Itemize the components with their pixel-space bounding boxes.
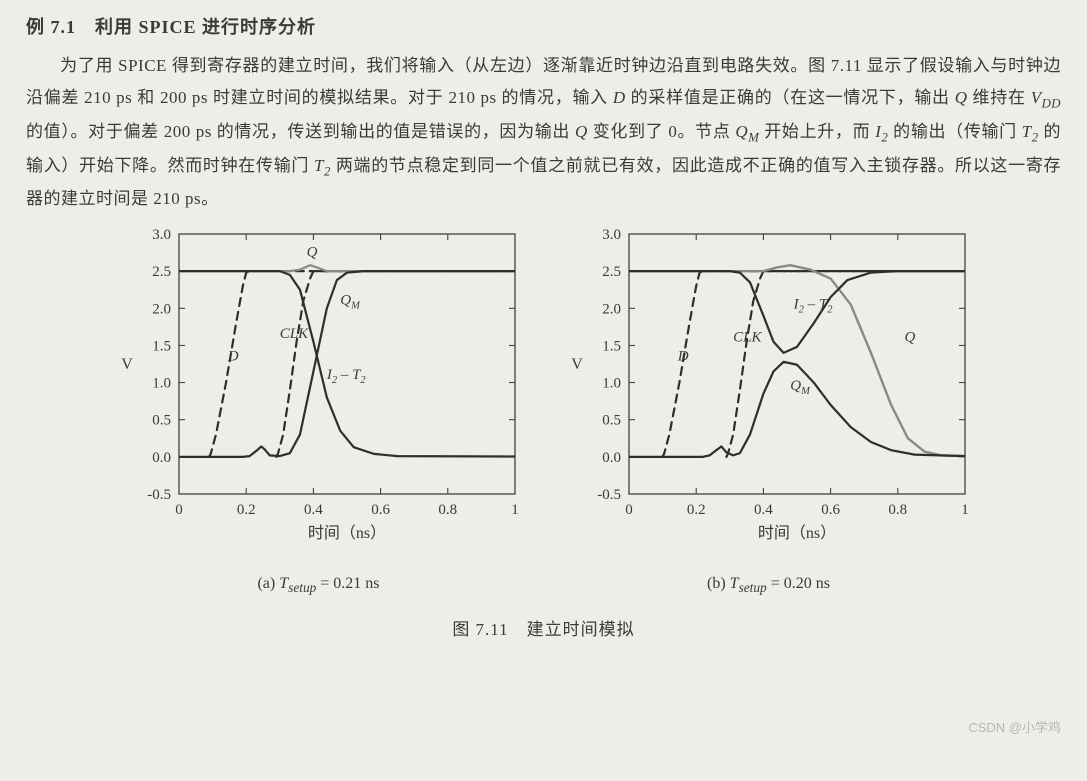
svg-text:1: 1 bbox=[511, 502, 519, 518]
svg-text:QM: QM bbox=[340, 292, 361, 311]
subfigure-a: -0.5 0.0 0.5 1.0 1.5 2.0 2.5 3.0 0 0.2 0.4 0.6 0.8 1 时… bbox=[109, 222, 529, 601]
svg-text:3.0: 3.0 bbox=[602, 227, 621, 243]
svg-text:CLK: CLK bbox=[279, 326, 308, 342]
svg-text:0.6: 0.6 bbox=[821, 502, 840, 518]
svg-text:2.0: 2.0 bbox=[602, 301, 621, 317]
svg-text:1.5: 1.5 bbox=[602, 338, 621, 354]
example-heading: 例 7.1 利用 SPICE 进行时序分析 bbox=[26, 10, 1061, 44]
svg-text:Q: Q bbox=[306, 244, 317, 260]
svg-text:Q: Q bbox=[904, 329, 915, 345]
body-paragraph: 为了用 SPICE 得到寄存器的建立时间，我们将输入（从左边）逐渐靠近时钟边沿直… bbox=[26, 50, 1061, 215]
svg-text:-0.5: -0.5 bbox=[597, 487, 621, 503]
svg-text:I2 – T2: I2 – T2 bbox=[325, 366, 366, 385]
svg-text:0.0: 0.0 bbox=[152, 449, 171, 465]
svg-text:0.8: 0.8 bbox=[438, 502, 457, 518]
svg-text:2.0: 2.0 bbox=[152, 301, 171, 317]
svg-text:1.5: 1.5 bbox=[152, 338, 171, 354]
svg-text:时间（ns）: 时间（ns） bbox=[307, 524, 385, 542]
svg-text:0.0: 0.0 bbox=[602, 449, 621, 465]
caption-a: (a) Tsetup = 0.21 ns bbox=[109, 569, 529, 601]
svg-text:0: 0 bbox=[625, 502, 633, 518]
svg-text:0.2: 0.2 bbox=[686, 502, 705, 518]
svg-text:2.5: 2.5 bbox=[602, 264, 621, 280]
svg-text:CLK: CLK bbox=[733, 329, 762, 345]
svg-text:D: D bbox=[226, 348, 238, 364]
svg-text:0.6: 0.6 bbox=[371, 502, 390, 518]
chart-b: -0.5 0.0 0.5 1.0 1.5 2.0 2.5 3.0 0 0.2 0.4 0.6 0.8 1 时… bbox=[559, 222, 979, 552]
subfigure-b: -0.5 0.0 0.5 1.0 1.5 2.0 2.5 3.0 0 0.2 0.4 0.6 0.8 1 时… bbox=[559, 222, 979, 601]
figure-row: -0.5 0.0 0.5 1.0 1.5 2.0 2.5 3.0 0 0.2 0.4 0.6 0.8 1 时… bbox=[26, 222, 1061, 601]
svg-text:0.5: 0.5 bbox=[152, 412, 171, 428]
watermark: CSDN @小学鸡 bbox=[968, 716, 1061, 741]
caption-b: (b) Tsetup = 0.20 ns bbox=[559, 569, 979, 601]
svg-text:1.0: 1.0 bbox=[602, 375, 621, 391]
svg-text:I2 – T2: I2 – T2 bbox=[792, 296, 833, 315]
svg-text:0.4: 0.4 bbox=[754, 502, 773, 518]
svg-text:2.5: 2.5 bbox=[152, 264, 171, 280]
svg-text:1.0: 1.0 bbox=[152, 375, 171, 391]
svg-text:0.4: 0.4 bbox=[304, 502, 323, 518]
svg-text:0.2: 0.2 bbox=[236, 502, 255, 518]
figure-caption: 图 7.11 建立时间模拟 bbox=[26, 614, 1061, 646]
svg-text:V: V bbox=[121, 356, 133, 373]
svg-text:D: D bbox=[676, 348, 688, 364]
svg-text:V: V bbox=[571, 356, 583, 373]
svg-text:0.5: 0.5 bbox=[602, 412, 621, 428]
svg-text:时间（ns）: 时间（ns） bbox=[757, 524, 835, 542]
svg-text:3.0: 3.0 bbox=[152, 227, 171, 243]
svg-text:-0.5: -0.5 bbox=[147, 487, 171, 503]
svg-text:0.8: 0.8 bbox=[888, 502, 907, 518]
svg-text:QM: QM bbox=[790, 378, 811, 397]
svg-text:0: 0 bbox=[175, 502, 183, 518]
svg-text:1: 1 bbox=[961, 502, 969, 518]
chart-a: -0.5 0.0 0.5 1.0 1.5 2.0 2.5 3.0 0 0.2 0.4 0.6 0.8 1 时… bbox=[109, 222, 529, 552]
